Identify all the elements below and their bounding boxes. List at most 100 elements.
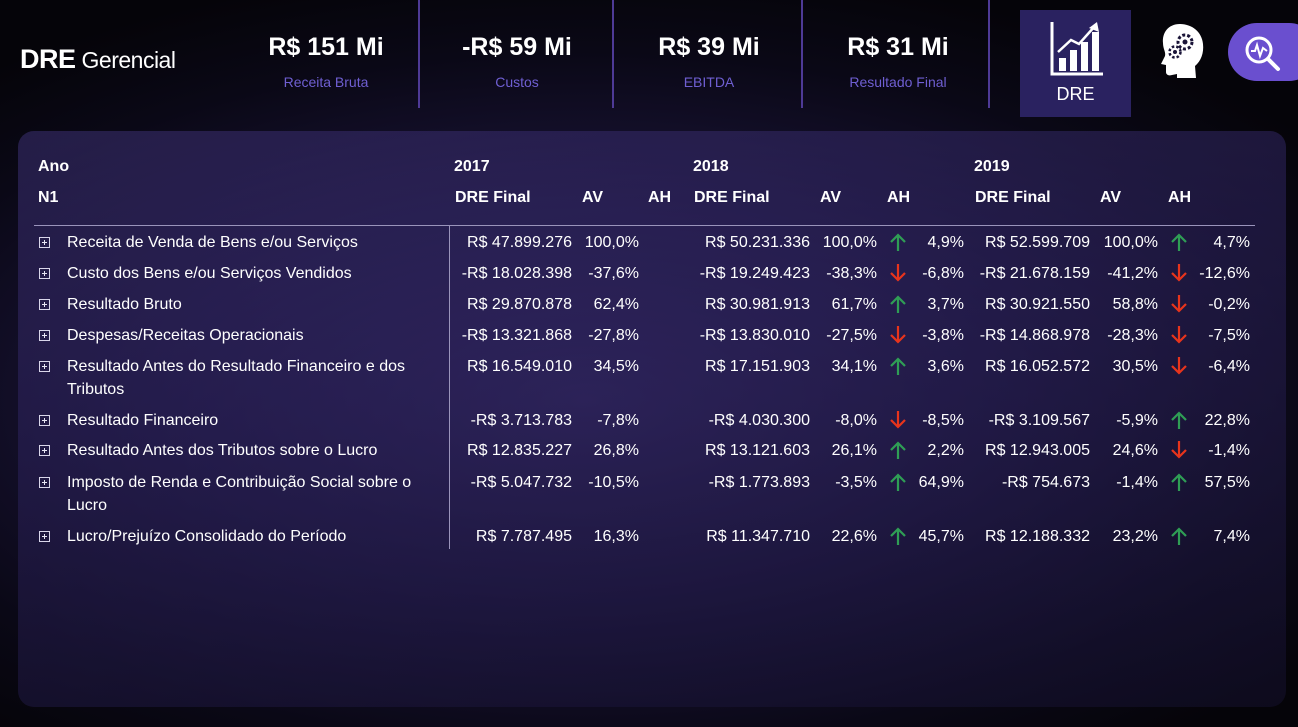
kpi-value: -R$ 59 Mi (462, 33, 572, 61)
cell-av: 16,3% (593, 528, 639, 545)
kpi-card-ebitda: R$ 39 Mi EBITDA (616, 0, 802, 108)
col-header-av[interactable]: AV (582, 189, 604, 206)
year-header-2019[interactable]: 2019 (974, 158, 1010, 175)
col-header-dre[interactable]: DRE Final (455, 189, 531, 206)
cell-av: -10,5% (588, 474, 639, 491)
col-header-dre[interactable]: DRE Final (975, 189, 1051, 206)
kpi-card-resultado: R$ 31 Mi Resultado Final (805, 0, 991, 108)
kpi-label: EBITDA (683, 74, 735, 90)
cell-ah: 3,7% (927, 296, 964, 313)
cell-av: 26,1% (831, 442, 877, 459)
cell-dre-final: R$ 12.188.332 (985, 528, 1090, 545)
search-analytics-button[interactable] (1228, 23, 1298, 81)
cell-dre-final: R$ 7.787.495 (475, 528, 572, 545)
cell-ah: 64,9% (918, 474, 964, 491)
cell-dre-final: -R$ 13.321.868 (461, 327, 572, 344)
cell-av: -41,2% (1107, 265, 1158, 282)
row-label: Resultado Antes do Resultado Financeiro … (67, 358, 405, 398)
cell-dre-final: R$ 12.835.227 (467, 442, 572, 459)
cell-ah: 4,9% (927, 234, 964, 251)
col-header-av[interactable]: AV (820, 189, 842, 206)
cell-av: -27,5% (826, 327, 877, 344)
row-label: Imposto de Renda e Contribuição Social s… (67, 474, 412, 514)
expand-icon[interactable] (39, 531, 50, 542)
cell-av: -7,8% (597, 412, 639, 429)
cell-dre-final: -R$ 21.678.159 (979, 265, 1090, 282)
cell-av: -28,3% (1107, 327, 1158, 344)
cell-dre-final: -R$ 1.773.893 (708, 474, 810, 491)
row-header-n1: N1 (38, 189, 59, 206)
expand-icon[interactable] (39, 268, 50, 279)
col-header-av[interactable]: AV (1100, 189, 1122, 206)
cell-av: -27,8% (588, 327, 639, 344)
cell-ah: -6,8% (922, 265, 964, 282)
cell-av: 34,1% (831, 358, 877, 375)
year-header-2017[interactable]: 2017 (454, 158, 490, 175)
cell-dre-final: R$ 30.981.913 (705, 296, 810, 313)
kpi-divider (418, 0, 420, 108)
kpi-value: R$ 31 Mi (847, 33, 949, 61)
year-header-2018[interactable]: 2018 (693, 158, 729, 175)
cell-ah: 3,6% (927, 358, 964, 375)
arrow-up-icon (890, 233, 906, 251)
cell-dre-final: R$ 52.599.709 (985, 234, 1090, 251)
cell-dre-final: -R$ 754.673 (1001, 474, 1090, 491)
cell-av: 61,7% (831, 296, 877, 313)
col-header-ah[interactable]: AH (1168, 189, 1192, 206)
arrow-up-icon (890, 295, 906, 313)
table-column-divider (449, 226, 450, 549)
cell-dre-final: R$ 29.870.878 (467, 296, 572, 313)
cell-dre-final: -R$ 3.713.783 (470, 412, 572, 429)
cell-ah: -3,8% (922, 327, 964, 344)
arrow-down-icon (890, 326, 906, 344)
expand-icon[interactable] (39, 361, 50, 372)
expand-icon[interactable] (39, 445, 50, 456)
cell-dre-final: R$ 17.151.903 (705, 358, 810, 375)
row-label: Resultado Financeiro (67, 412, 219, 429)
cell-ah: 45,7% (918, 528, 964, 545)
row-label: Lucro/Prejuízo Consolidado do Período (67, 528, 347, 545)
arrow-up-icon (1171, 233, 1187, 251)
cell-dre-final: -R$ 18.028.398 (461, 265, 572, 282)
cell-av: 23,2% (1112, 528, 1158, 545)
expand-icon[interactable] (39, 237, 50, 248)
head-gears-icon[interactable] (1160, 22, 1204, 78)
cell-ah: 7,4% (1213, 528, 1250, 545)
cell-ah: 2,2% (927, 442, 964, 459)
cell-av: -38,3% (826, 265, 877, 282)
cell-dre-final: R$ 50.231.336 (705, 234, 810, 251)
dre-button[interactable]: DRE (1020, 10, 1131, 117)
cell-ah: 4,7% (1213, 234, 1250, 251)
expand-icon[interactable] (39, 477, 50, 488)
row-label: Resultado Antes dos Tributos sobre o Luc… (67, 442, 378, 459)
cell-av: 58,8% (1112, 296, 1158, 313)
cell-ah: -0,2% (1208, 296, 1250, 313)
expand-icon[interactable] (39, 299, 50, 310)
row-label: Despesas/Receitas Operacionais (67, 327, 304, 344)
col-header-dre[interactable]: DRE Final (694, 189, 770, 206)
cell-dre-final: R$ 16.052.572 (985, 358, 1090, 375)
cell-dre-final: R$ 16.549.010 (467, 358, 572, 375)
kpi-value: R$ 151 Mi (268, 33, 384, 61)
cell-av: -8,0% (835, 412, 877, 429)
col-header-ah[interactable]: AH (648, 189, 672, 206)
cell-av: 30,5% (1112, 358, 1158, 375)
expand-icon[interactable] (39, 330, 50, 341)
cell-dre-final: -R$ 3.109.567 (988, 412, 1090, 429)
page-title-main: DRE (20, 44, 76, 74)
cell-ah: -7,5% (1208, 327, 1250, 344)
kpi-label: Resultado Final (849, 74, 947, 90)
cell-dre-final: -R$ 13.830.010 (699, 327, 810, 344)
col-header-ah[interactable]: AH (887, 189, 911, 206)
arrow-down-icon (1171, 264, 1187, 282)
kpi-value: R$ 39 Mi (658, 33, 760, 61)
cell-ah: 22,8% (1204, 412, 1250, 429)
arrow-up-icon (1171, 473, 1187, 491)
cell-av: 26,8% (593, 442, 639, 459)
kpi-divider (612, 0, 614, 108)
cell-av: 100,0% (584, 234, 639, 251)
expand-icon[interactable] (39, 415, 50, 426)
arrow-down-icon (1171, 326, 1187, 344)
page-title-sub: Gerencial (81, 47, 176, 73)
cell-dre-final: R$ 47.899.276 (467, 234, 572, 251)
